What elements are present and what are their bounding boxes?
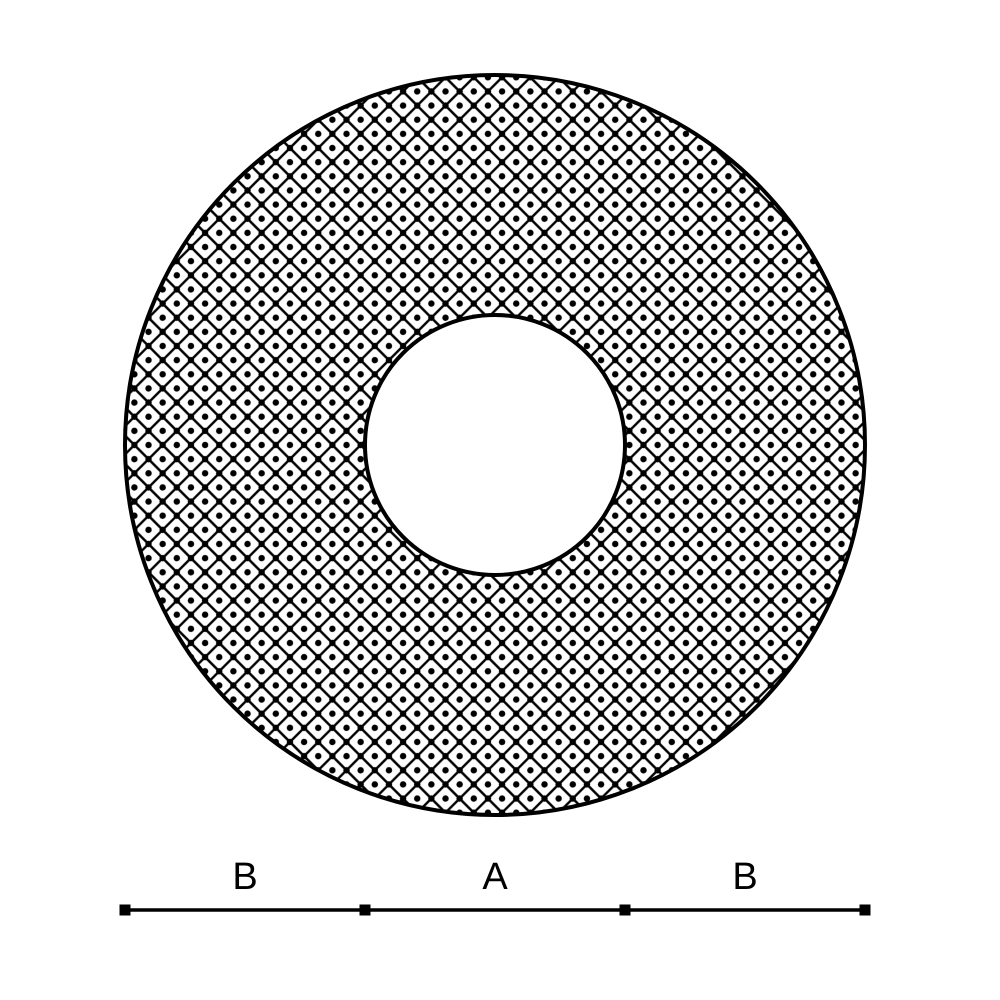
- dimension-label-b-0: B: [232, 856, 257, 898]
- annulus-fill: [125, 75, 865, 815]
- dimension-label-a-1: A: [482, 856, 508, 898]
- dimension-label-b-2: B: [732, 856, 757, 898]
- dimension-tick-2: [620, 905, 631, 916]
- dimension-tick-1: [360, 905, 371, 916]
- diagram-svg: BAB: [0, 0, 1000, 1000]
- dimension-tick-3: [860, 905, 871, 916]
- dimension-tick-0: [120, 905, 131, 916]
- inner-circle: [365, 315, 625, 575]
